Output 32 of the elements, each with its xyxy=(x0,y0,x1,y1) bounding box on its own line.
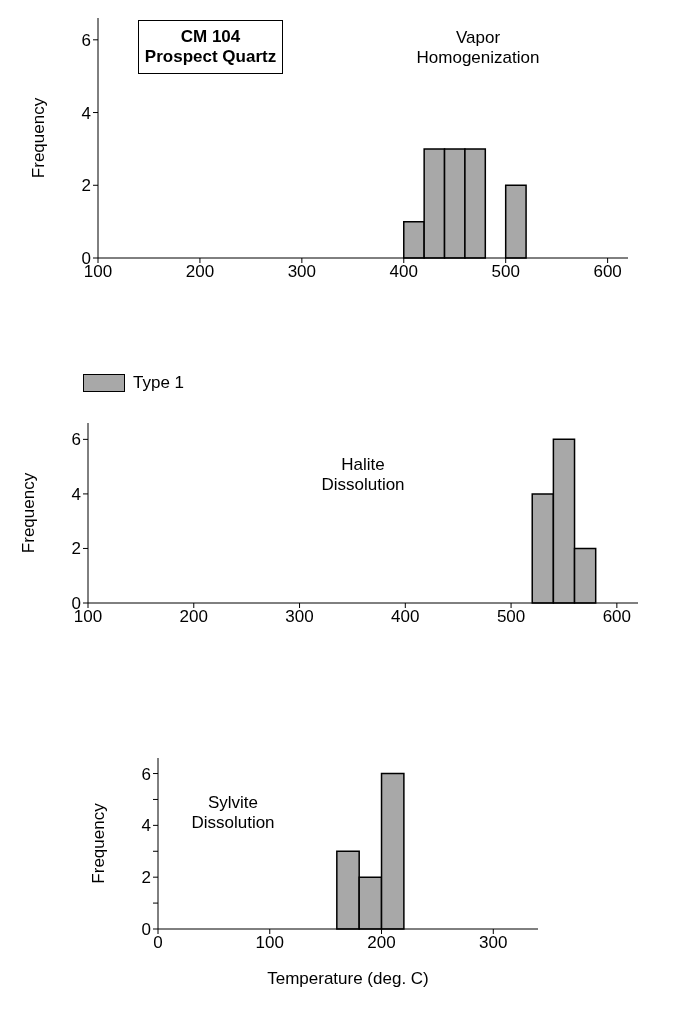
x-tick-label: 200 xyxy=(185,262,215,282)
y-tick-label: 2 xyxy=(71,539,81,559)
y-tick-label: 2 xyxy=(81,176,91,196)
y-tick-label: 0 xyxy=(141,920,151,940)
x-tick-label: 300 xyxy=(479,933,508,953)
x-tick-label: 300 xyxy=(285,607,314,627)
x-tick-label: 500 xyxy=(496,607,526,627)
x-axis-title: Temperature (deg. C) xyxy=(267,969,429,988)
x-tick-label: 200 xyxy=(367,933,396,953)
x-tick-label: 100 xyxy=(255,933,284,953)
y-tick-label: 4 xyxy=(71,484,81,504)
legend-label: Type 1 xyxy=(133,373,185,393)
y-axis-title: Frequency xyxy=(19,472,39,554)
y-axis-title: Frequency xyxy=(89,802,109,884)
x-tick-label: 600 xyxy=(602,607,632,627)
annotation: Sylvite Dissolution xyxy=(190,793,276,833)
y-tick-label: 6 xyxy=(71,430,81,450)
x-tick-label: 400 xyxy=(389,262,418,282)
annotation: CM 104 Prospect Quartz xyxy=(138,20,283,74)
y-tick-label: 4 xyxy=(141,816,151,836)
y-tick-label: 2 xyxy=(141,868,151,888)
annotation: Vapor Homogenization xyxy=(415,28,541,68)
x-tick-label: 400 xyxy=(391,607,420,627)
x-tick-label: 600 xyxy=(593,262,622,282)
x-tick-label: 300 xyxy=(287,262,317,282)
annotation: Halite Dissolution xyxy=(320,455,406,495)
y-tick-label: 6 xyxy=(141,764,151,784)
y-tick-label: 4 xyxy=(81,103,91,123)
x-tick-label: 500 xyxy=(491,262,520,282)
y-tick-label: 6 xyxy=(81,30,91,50)
y-axis-title: Frequency xyxy=(29,97,49,179)
x-tick-label: 200 xyxy=(179,607,208,627)
